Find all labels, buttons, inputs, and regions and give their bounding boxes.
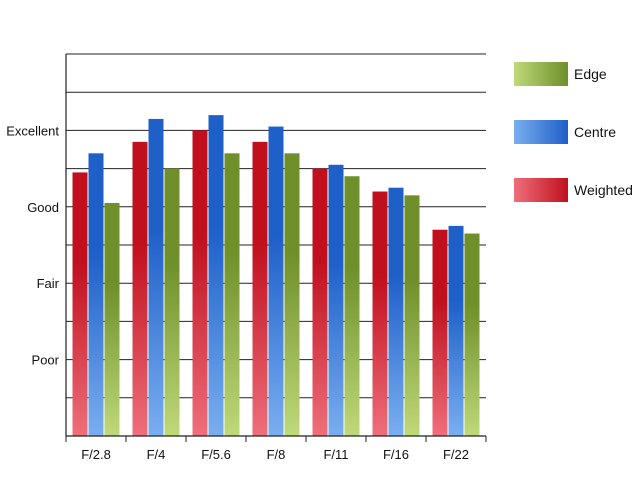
bar-edge-F/5.6 xyxy=(224,153,240,436)
y-tick-label: Fair xyxy=(37,276,60,291)
legend-item-centre: Centre xyxy=(514,120,616,144)
bar-weighted-F/2.8 xyxy=(72,172,88,437)
x-tick-label: F/4 xyxy=(147,447,166,462)
legend-label: Centre xyxy=(574,124,616,140)
x-tick-label: F/5.6 xyxy=(201,447,231,462)
bar-centre-F/16 xyxy=(388,187,404,436)
y-tick-label: Poor xyxy=(32,353,60,368)
legend-item-weighted: Weighted xyxy=(514,178,633,202)
x-tick-label: F/22 xyxy=(443,447,469,462)
bar-weighted-F/4 xyxy=(132,141,148,437)
x-tick-label: F/8 xyxy=(267,447,286,462)
legend-swatch xyxy=(514,120,568,144)
bar-centre-F/11 xyxy=(328,164,344,436)
bar-weighted-F/22 xyxy=(432,229,448,436)
bars-group xyxy=(72,115,480,437)
legend-item-edge: Edge xyxy=(514,62,607,86)
bar-weighted-F/8 xyxy=(252,141,268,437)
bar-weighted-F/11 xyxy=(312,168,328,436)
legend-swatch xyxy=(514,62,568,86)
legend-swatch xyxy=(514,178,568,202)
bar-edge-F/2.8 xyxy=(104,202,120,436)
bar-centre-F/22 xyxy=(448,225,464,436)
y-tick-labels: Poor Fair Good Excellent xyxy=(6,123,59,367)
legend-label: Edge xyxy=(574,66,607,82)
x-tick-label: F/2.8 xyxy=(81,447,111,462)
bar-edge-F/22 xyxy=(464,233,480,436)
axes xyxy=(65,54,487,442)
bar-weighted-F/16 xyxy=(372,191,388,436)
x-tick-label: F/11 xyxy=(323,447,348,462)
bar-edge-F/16 xyxy=(404,195,420,436)
bar-centre-F/5.6 xyxy=(208,115,224,437)
y-tick-label: Excellent xyxy=(6,123,59,138)
bar-edge-F/4 xyxy=(164,168,180,436)
legend-label: Weighted xyxy=(574,182,633,198)
bar-edge-F/11 xyxy=(344,176,360,437)
bar-centre-F/4 xyxy=(148,118,164,436)
x-tick-label: F/16 xyxy=(383,447,409,462)
x-tick-labels: F/2.8 F/4 F/5.6 F/8 F/11 F/16 F/22 xyxy=(81,447,469,462)
bar-edge-F/8 xyxy=(284,153,300,436)
bar-weighted-F/5.6 xyxy=(192,130,208,436)
legend: Edge Centre Weighted xyxy=(514,62,633,202)
bar-centre-F/8 xyxy=(268,126,284,436)
y-tick-label: Good xyxy=(27,200,59,215)
bar-centre-F/2.8 xyxy=(88,153,104,436)
